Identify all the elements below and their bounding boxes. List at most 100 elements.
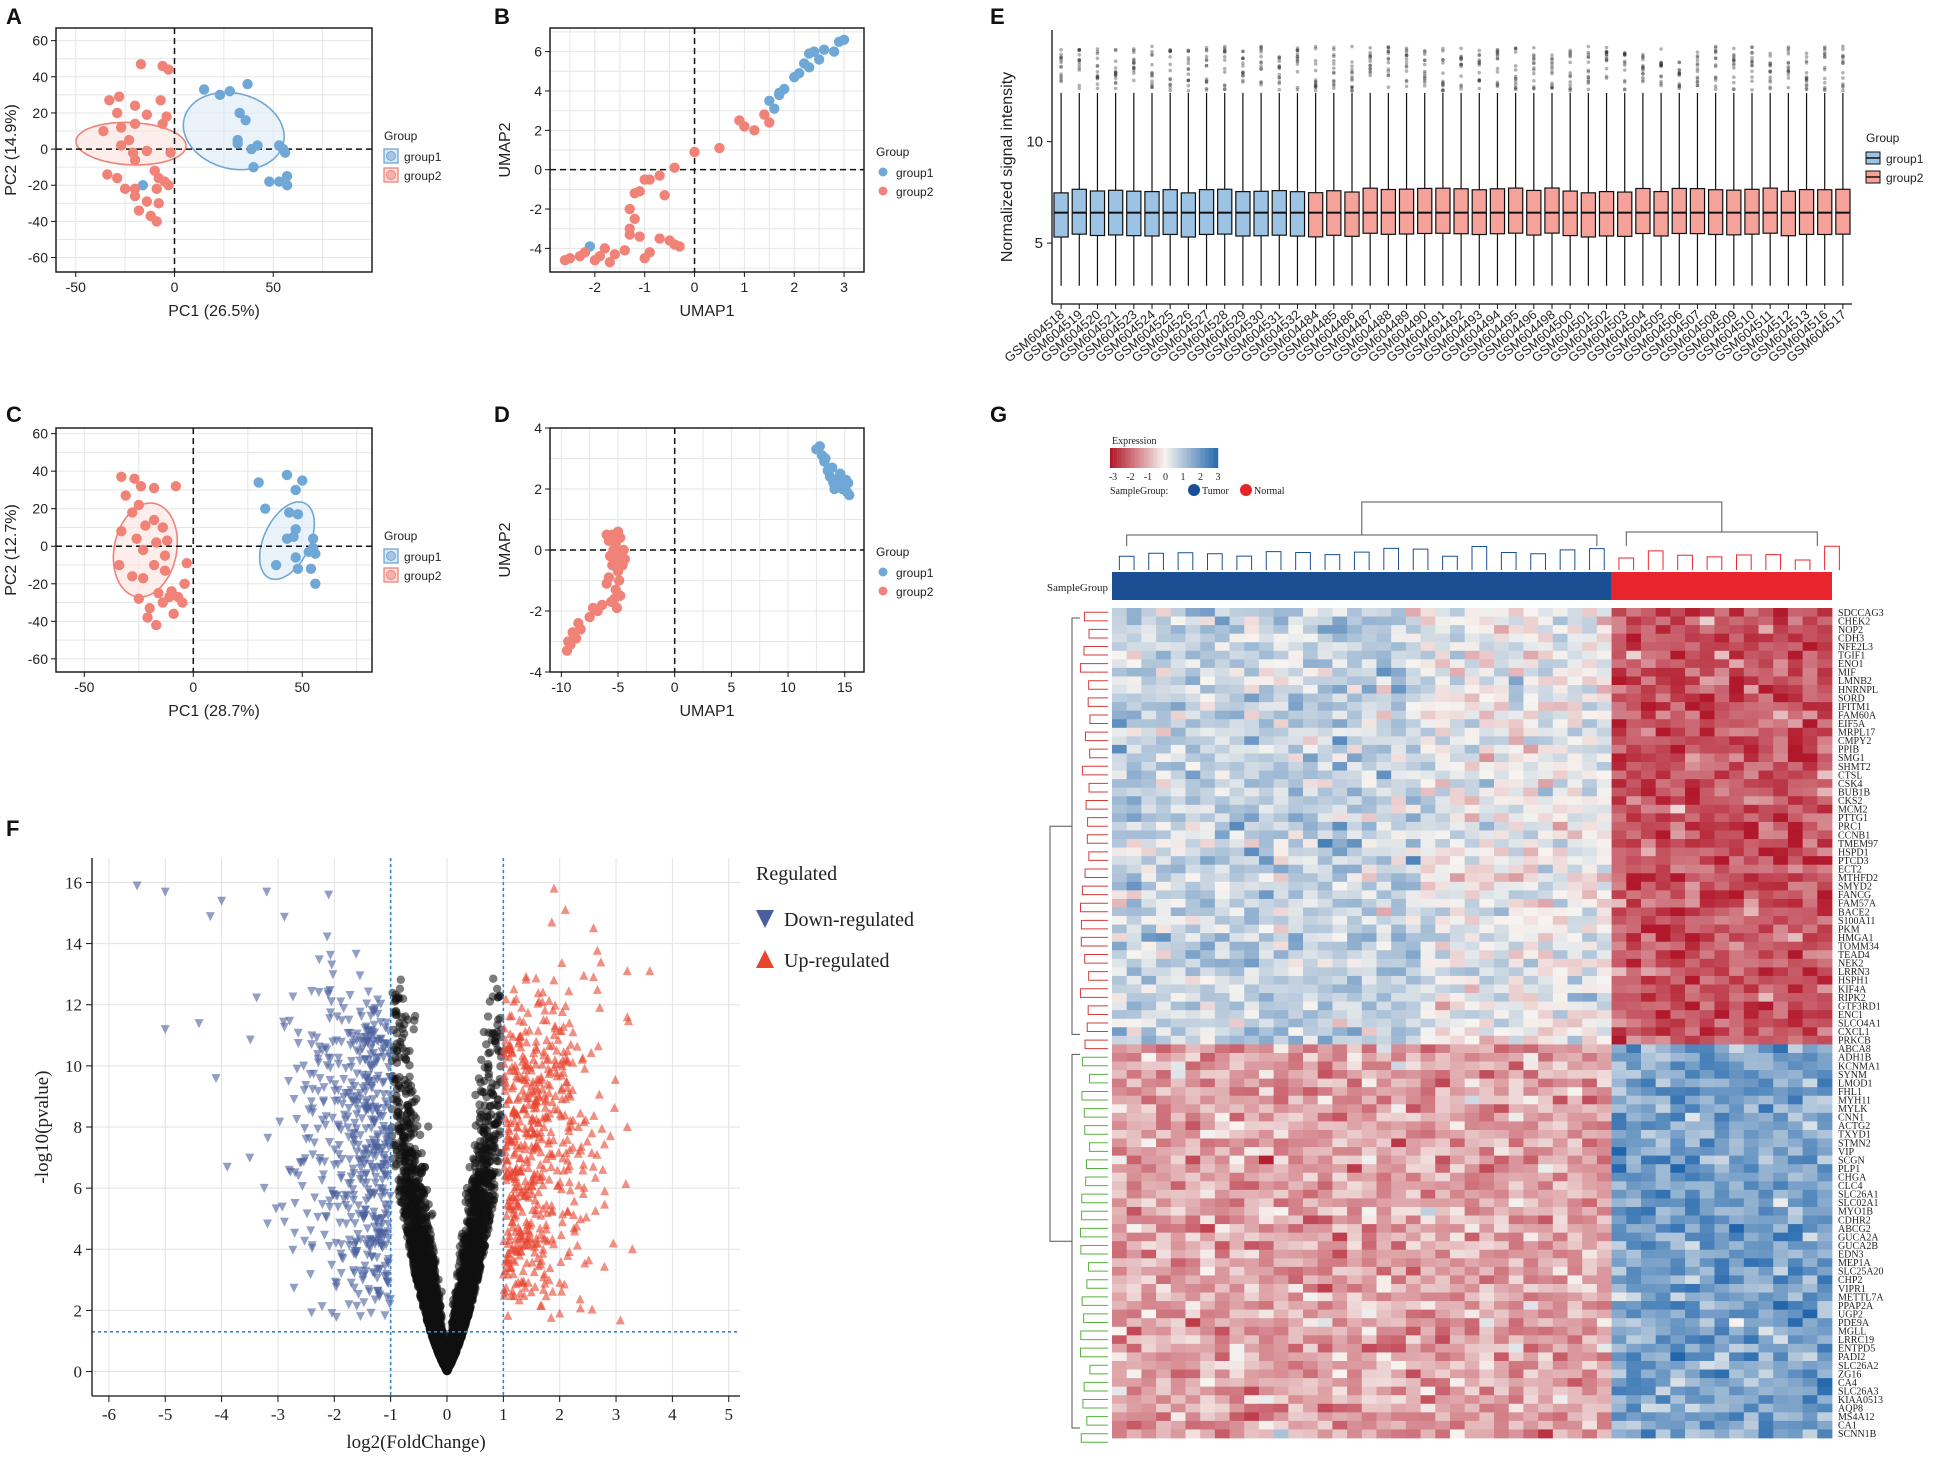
outlier-point: [1259, 44, 1263, 49]
outlier-point: [1695, 80, 1700, 84]
outlier-point: [1513, 82, 1518, 87]
legend-title: Group: [384, 529, 418, 543]
legend-title: Group: [1866, 131, 1900, 145]
outlier-point: [1132, 78, 1136, 83]
data-point-group2: [604, 550, 616, 562]
outlier-point: [1241, 74, 1245, 78]
outlier-point: [1841, 82, 1845, 86]
outlier-point: [1786, 69, 1791, 74]
outlier-point: [1350, 88, 1354, 93]
outlier-point: [1768, 75, 1772, 80]
y-tick-label: 60: [32, 33, 48, 49]
outlier-point: [1150, 85, 1154, 90]
outlier-point: [1277, 64, 1282, 68]
outlier-point: [1732, 66, 1736, 70]
outlier-point: [1350, 75, 1354, 79]
outlier-point: [1532, 71, 1536, 76]
outlier-point: [1477, 53, 1482, 58]
outlier-point: [1695, 50, 1700, 54]
outlier-point: [1532, 61, 1536, 66]
outlier-point: [1295, 52, 1300, 56]
x-tick-label: -2: [589, 279, 602, 295]
data-point-group1: [273, 140, 285, 151]
outlier-point: [1204, 58, 1209, 63]
outlier-point: [1768, 54, 1772, 58]
outlier-point: [1441, 79, 1445, 84]
data-point-group1: [290, 552, 301, 563]
data-point-group1: [292, 563, 304, 574]
outlier-point: [1750, 45, 1754, 49]
outlier-point: [1532, 57, 1536, 62]
outlier-point: [1295, 62, 1300, 66]
data-point-group1: [240, 114, 251, 126]
data-point-group2: [144, 602, 155, 614]
outlier-point: [1259, 54, 1263, 59]
outlier-point: [1750, 69, 1754, 74]
point-not-significant: [398, 1133, 408, 1142]
outlier-point: [1677, 83, 1682, 88]
outlier-point: [1804, 51, 1809, 56]
outlier-point: [1659, 83, 1663, 88]
outlier-point: [1332, 54, 1336, 59]
outlier-point: [1786, 45, 1791, 49]
outlier-point: [1132, 48, 1136, 53]
outlier-point: [1641, 65, 1645, 69]
outlier-point: [1477, 60, 1482, 65]
y-tick-label: 5: [1035, 235, 1043, 252]
outlier-point: [1259, 64, 1263, 68]
outlier-point: [1422, 48, 1427, 53]
outlier-point: [1241, 78, 1245, 83]
outlier-point: [1095, 47, 1100, 51]
outlier-point: [1586, 50, 1591, 55]
outlier-point: [1332, 62, 1336, 66]
outlier-point: [1332, 45, 1336, 50]
data-point-group2: [634, 231, 645, 242]
outlier-point: [1241, 56, 1245, 60]
outlier-point: [1532, 45, 1536, 50]
outlier-point: [1750, 59, 1754, 64]
outlier-point: [1332, 71, 1336, 75]
outlier-point: [1422, 80, 1427, 85]
outlier-point: [1241, 71, 1245, 75]
plot-frame: [55, 27, 373, 273]
data-point-group2: [611, 602, 623, 614]
data-point-group2: [112, 172, 123, 184]
outlier-point: [1677, 82, 1682, 86]
outlier-point: [1095, 69, 1100, 74]
outlier-point: [1495, 53, 1500, 58]
outlier-point: [1332, 66, 1336, 70]
outlier-point: [1168, 82, 1172, 87]
outlier-point: [1786, 66, 1791, 71]
outlier-point: [1768, 69, 1772, 73]
outlier-point: [1568, 71, 1572, 75]
data-point-group2: [669, 162, 680, 173]
box-body: [1617, 191, 1633, 237]
outlier-point: [1477, 58, 1482, 62]
data-point-group2: [619, 553, 631, 565]
data-point-group2: [607, 560, 618, 571]
outlier-point: [1186, 78, 1191, 83]
outlier-point: [1368, 54, 1372, 58]
outlier-point: [1241, 56, 1245, 61]
outlier-point: [1422, 71, 1427, 76]
data-point-group2: [127, 507, 138, 518]
outlier-point: [1459, 83, 1463, 87]
data-point-group2: [714, 142, 725, 154]
outlier-point: [1186, 61, 1191, 66]
outlier-point: [1277, 72, 1282, 77]
outlier-point: [1641, 68, 1645, 73]
outlier-point: [1586, 55, 1591, 60]
outlier-point: [1132, 68, 1136, 73]
box-body: [1398, 188, 1415, 235]
outlier-point: [1695, 55, 1700, 60]
outlier-point: [1459, 62, 1463, 67]
x-tick-label: 15: [837, 679, 853, 695]
outlier-point: [1059, 55, 1063, 59]
data-point-group1: [808, 46, 820, 57]
outlier-point: [1513, 50, 1518, 54]
outlier-point: [1713, 84, 1718, 89]
y-tick-label: -60: [28, 250, 48, 266]
outlier-point: [1313, 80, 1318, 84]
data-point-group1: [828, 46, 840, 57]
